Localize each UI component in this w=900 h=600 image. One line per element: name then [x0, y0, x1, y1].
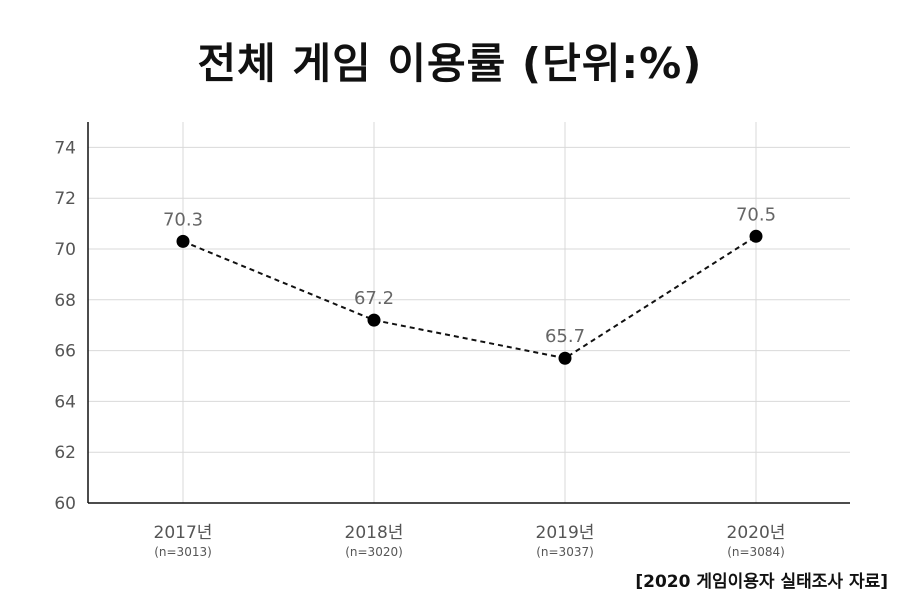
- data-label-3: 70.5: [736, 204, 776, 225]
- series-line: [182, 235, 757, 360]
- y-axis-ticks: 60 62 64 66 68 70 72 74: [54, 138, 76, 514]
- x-tick-sample-size-3: (n=3084): [727, 545, 785, 559]
- series-line-group: [182, 235, 757, 360]
- y-tick-label-60: 60: [54, 494, 76, 514]
- x-tick-label-2: 2019년: [536, 523, 595, 543]
- data-point-0: [176, 234, 190, 248]
- x-tick-label-1: 2018년: [345, 523, 404, 543]
- axes: [87, 122, 850, 504]
- chart-title: 전체 게임 이용률 (단위:%): [197, 39, 703, 88]
- y-tick-label-72: 72: [54, 189, 76, 209]
- y-tick-label-70: 70: [54, 240, 76, 260]
- x-axis-ticks: 2017년 (n=3013) 2018년 (n=3020) 2019년 (n=3037) 2…: [154, 523, 786, 559]
- x-tick-sample-size-1: (n=3020): [345, 545, 403, 559]
- data-point-2: [558, 351, 572, 365]
- data-labels: 70.3 67.2 65.7 70.5: [163, 204, 776, 347]
- x-tick-sample-size-2: (n=3037): [536, 545, 594, 559]
- data-label-1: 67.2: [354, 288, 394, 309]
- data-label-2: 65.7: [545, 326, 585, 347]
- y-tick-label-64: 64: [54, 392, 76, 412]
- data-point-3: [749, 229, 763, 243]
- x-tick-label-3: 2020년: [727, 523, 786, 543]
- x-tick-sample-size-0: (n=3013): [154, 545, 212, 559]
- y-tick-label-66: 66: [54, 342, 76, 362]
- y-tick-label-68: 68: [54, 291, 76, 311]
- series-points: [176, 229, 763, 365]
- grid-lines: [88, 122, 850, 503]
- source-note: [2020 게임이용자 실태조사 자료]: [635, 572, 888, 592]
- data-label-0: 70.3: [163, 209, 203, 230]
- y-tick-label-74: 74: [54, 138, 76, 158]
- data-point-1: [367, 313, 381, 327]
- y-tick-label-62: 62: [54, 443, 76, 463]
- x-tick-label-0: 2017년: [154, 523, 213, 543]
